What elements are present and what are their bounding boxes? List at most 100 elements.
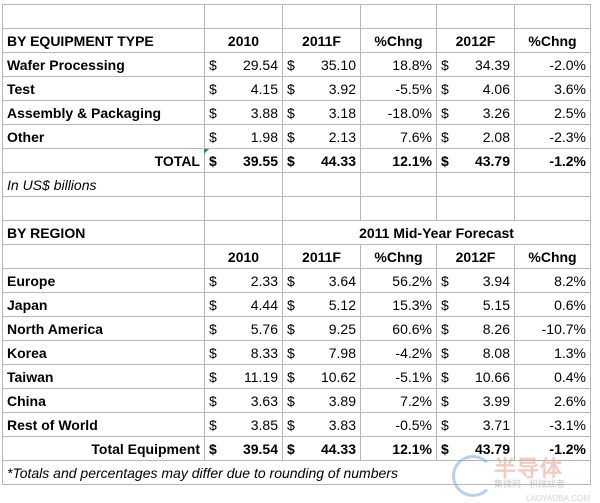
value-2012f[interactable]: $10.66: [436, 364, 515, 389]
section-title[interactable]: BY REGION: [2, 220, 205, 245]
pct-change-2012[interactable]: -2.0%: [514, 52, 591, 77]
value-2011f[interactable]: $9.25: [282, 316, 361, 341]
empty-cell[interactable]: [2, 4, 205, 29]
value-2011f[interactable]: $3.83: [282, 412, 361, 437]
value-2012f[interactable]: $3.99: [436, 388, 515, 413]
column-header[interactable]: 2012F: [436, 244, 515, 269]
row-label[interactable]: Europe: [2, 268, 205, 293]
value-2012f[interactable]: $3.26: [436, 100, 515, 125]
value-2010[interactable]: $1.98: [204, 124, 283, 149]
value-2012f[interactable]: $8.26: [436, 316, 515, 341]
empty-cell[interactable]: [360, 4, 437, 29]
column-header[interactable]: 2010: [204, 28, 283, 53]
pct-change-2012[interactable]: 8.2%: [514, 268, 591, 293]
pct-change-2012[interactable]: -1.2%: [514, 436, 591, 461]
pct-change-2011[interactable]: -5.5%: [360, 76, 437, 101]
pct-change-2011[interactable]: 7.2%: [360, 388, 437, 413]
value-2012f[interactable]: $43.79: [436, 148, 515, 173]
pct-change-2012[interactable]: 2.6%: [514, 388, 591, 413]
column-header[interactable]: %Chng: [514, 244, 591, 269]
pct-change-2011[interactable]: -5.1%: [360, 364, 437, 389]
value-2010[interactable]: $39.55: [204, 148, 283, 173]
value-2011f[interactable]: $44.33: [282, 436, 361, 461]
value-2010[interactable]: $8.33: [204, 340, 283, 365]
empty-cell[interactable]: [360, 196, 437, 221]
empty-cell[interactable]: [204, 220, 283, 245]
empty-cell[interactable]: [514, 172, 591, 197]
section-title[interactable]: BY EQUIPMENT TYPE: [2, 28, 205, 53]
pct-change-2011[interactable]: 56.2%: [360, 268, 437, 293]
pct-change-2011[interactable]: -18.0%: [360, 100, 437, 125]
column-header[interactable]: 2010: [204, 244, 283, 269]
column-header[interactable]: 2012F: [436, 28, 515, 53]
unit-note[interactable]: In US$ billions: [2, 172, 205, 197]
empty-cell[interactable]: [204, 196, 283, 221]
empty-cell[interactable]: [282, 196, 361, 221]
pct-change-2012[interactable]: 0.6%: [514, 292, 591, 317]
value-2012f[interactable]: $4.06: [436, 76, 515, 101]
empty-cell[interactable]: [436, 196, 515, 221]
forecast-label[interactable]: 2011 Mid-Year Forecast: [282, 220, 591, 245]
value-2011f[interactable]: $2.13: [282, 124, 361, 149]
row-label[interactable]: Other: [2, 124, 205, 149]
row-label[interactable]: Japan: [2, 292, 205, 317]
row-label[interactable]: Korea: [2, 340, 205, 365]
value-2011f[interactable]: $44.33: [282, 148, 361, 173]
column-header[interactable]: %Chng: [514, 28, 591, 53]
row-label[interactable]: Total Equipment: [2, 436, 205, 461]
value-2010[interactable]: $2.33: [204, 268, 283, 293]
pct-change-2012[interactable]: -2.3%: [514, 124, 591, 149]
pct-change-2011[interactable]: -4.2%: [360, 340, 437, 365]
value-2010[interactable]: $5.76: [204, 316, 283, 341]
value-2010[interactable]: $29.54: [204, 52, 283, 77]
row-label[interactable]: TOTAL: [2, 148, 205, 173]
value-2010[interactable]: $3.63: [204, 388, 283, 413]
column-header[interactable]: %Chng: [360, 244, 437, 269]
pct-change-2012[interactable]: 2.5%: [514, 100, 591, 125]
empty-cell[interactable]: [204, 172, 283, 197]
value-2011f[interactable]: $3.89: [282, 388, 361, 413]
row-label[interactable]: Rest of World: [2, 412, 205, 437]
empty-cell[interactable]: [360, 172, 437, 197]
empty-cell[interactable]: [204, 4, 283, 29]
value-2012f[interactable]: $3.71: [436, 412, 515, 437]
pct-change-2012[interactable]: 0.4%: [514, 364, 591, 389]
row-label[interactable]: Test: [2, 76, 205, 101]
empty-cell[interactable]: [436, 172, 515, 197]
pct-change-2012[interactable]: -3.1%: [514, 412, 591, 437]
empty-cell[interactable]: [514, 4, 591, 29]
row-label[interactable]: Wafer Processing: [2, 52, 205, 77]
value-2010[interactable]: $4.15: [204, 76, 283, 101]
value-2010[interactable]: $3.88: [204, 100, 283, 125]
value-2012f[interactable]: $8.08: [436, 340, 515, 365]
empty-cell[interactable]: [2, 244, 205, 269]
value-2011f[interactable]: $3.64: [282, 268, 361, 293]
row-label[interactable]: North America: [2, 316, 205, 341]
pct-change-2011[interactable]: 7.6%: [360, 124, 437, 149]
pct-change-2011[interactable]: 60.6%: [360, 316, 437, 341]
value-2012f[interactable]: $34.39: [436, 52, 515, 77]
empty-cell[interactable]: [2, 196, 205, 221]
value-2011f[interactable]: $7.98: [282, 340, 361, 365]
empty-cell[interactable]: [514, 196, 591, 221]
value-2012f[interactable]: $5.15: [436, 292, 515, 317]
empty-cell[interactable]: [282, 172, 361, 197]
column-header[interactable]: 2011F: [282, 28, 361, 53]
value-2010[interactable]: $3.85: [204, 412, 283, 437]
value-2010[interactable]: $39.54: [204, 436, 283, 461]
column-header[interactable]: %Chng: [360, 28, 437, 53]
value-2011f[interactable]: $10.62: [282, 364, 361, 389]
empty-cell[interactable]: [282, 4, 361, 29]
pct-change-2011[interactable]: 18.8%: [360, 52, 437, 77]
pct-change-2012[interactable]: -10.7%: [514, 316, 591, 341]
value-2011f[interactable]: $5.12: [282, 292, 361, 317]
row-label[interactable]: China: [2, 388, 205, 413]
pct-change-2011[interactable]: -0.5%: [360, 412, 437, 437]
value-2012f[interactable]: $43.79: [436, 436, 515, 461]
value-2012f[interactable]: $3.94: [436, 268, 515, 293]
pct-change-2011[interactable]: 15.3%: [360, 292, 437, 317]
value-2010[interactable]: $4.44: [204, 292, 283, 317]
column-header[interactable]: 2011F: [282, 244, 361, 269]
row-label[interactable]: Assembly & Packaging: [2, 100, 205, 125]
pct-change-2011[interactable]: 12.1%: [360, 436, 437, 461]
